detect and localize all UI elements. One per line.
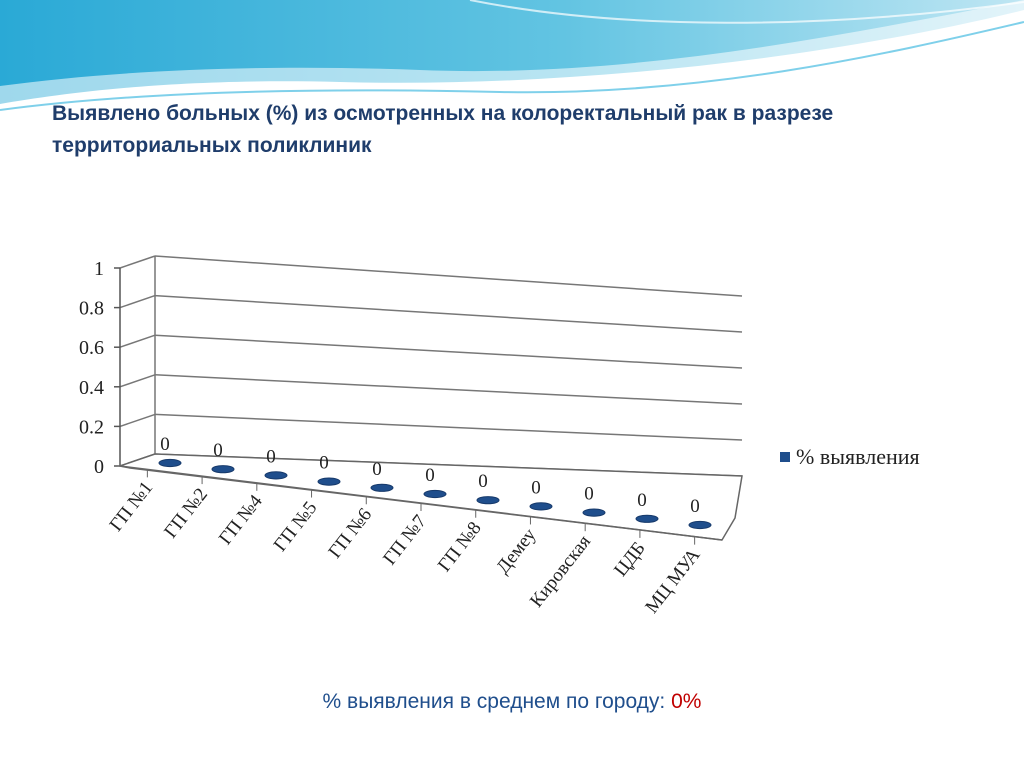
legend-label: % выявления [796, 444, 920, 469]
category-label: ГП №6 [325, 504, 377, 562]
gridline-depth [119, 413, 156, 428]
category-label: ГП №4 [215, 491, 267, 549]
y-tick-label: 1 [94, 258, 104, 280]
data-label: 0 [584, 484, 594, 505]
city-average-label: % выявления в среднем по городу: [322, 690, 672, 713]
bar-marker [370, 483, 394, 492]
data-label: 0 [637, 490, 647, 511]
bar-marker [476, 496, 500, 505]
data-label: 0 [160, 434, 170, 455]
gridline [154, 255, 743, 297]
gridline-depth [119, 294, 156, 309]
category-label: ГП №1 [106, 478, 158, 536]
category-label: ГП №2 [160, 484, 212, 542]
gridline [154, 294, 743, 333]
data-label: 0 [372, 459, 382, 480]
bar-marker [423, 489, 447, 499]
data-label: 0 [690, 496, 700, 517]
category-label: ГП №5 [270, 498, 322, 556]
category-label: ГП №8 [434, 518, 486, 576]
bar-marker [529, 502, 553, 511]
category-label: МЦ МУА [641, 545, 704, 618]
data-label: 0 [478, 471, 488, 492]
gridline [154, 413, 743, 441]
decorative-wave-header [0, 0, 1024, 112]
data-label: 0 [425, 465, 435, 486]
legend-swatch [780, 452, 790, 462]
y-tick-label: 0.8 [79, 298, 104, 320]
category-label: Кировская [526, 531, 595, 611]
gridline [154, 374, 743, 405]
data-label: 0 [266, 446, 276, 467]
category-label: ГП №7 [379, 511, 431, 569]
bar-marker [317, 477, 341, 486]
bar-marker [635, 514, 659, 523]
data-label: 0 [319, 453, 329, 474]
y-tick-label: 0.4 [79, 377, 104, 399]
bar-marker [158, 458, 182, 468]
city-average-caption: % выявления в среднем по городу: 0% [0, 690, 1024, 714]
y-tick-label: 0.2 [79, 416, 104, 438]
bar-marker [264, 471, 288, 480]
gridline-depth [119, 334, 156, 348]
y-tick-label: 0.6 [79, 337, 104, 359]
gridline-depth [119, 255, 156, 269]
data-label: 0 [531, 477, 541, 498]
chart-legend: % выявления [780, 444, 920, 470]
city-average-value: 0% [671, 690, 702, 713]
data-label: 0 [213, 440, 223, 461]
category-label: Демеу [492, 524, 540, 578]
slide-title: Выявлено больных (%) из осмотренных на к… [52, 102, 834, 157]
bar-marker [211, 465, 235, 474]
bar-marker [688, 520, 712, 530]
bar-marker [582, 508, 606, 517]
category-label: ЦДБ [610, 538, 650, 581]
y-tick-label: 0 [94, 456, 104, 478]
gridline-depth [119, 374, 156, 388]
gridline [154, 334, 743, 369]
